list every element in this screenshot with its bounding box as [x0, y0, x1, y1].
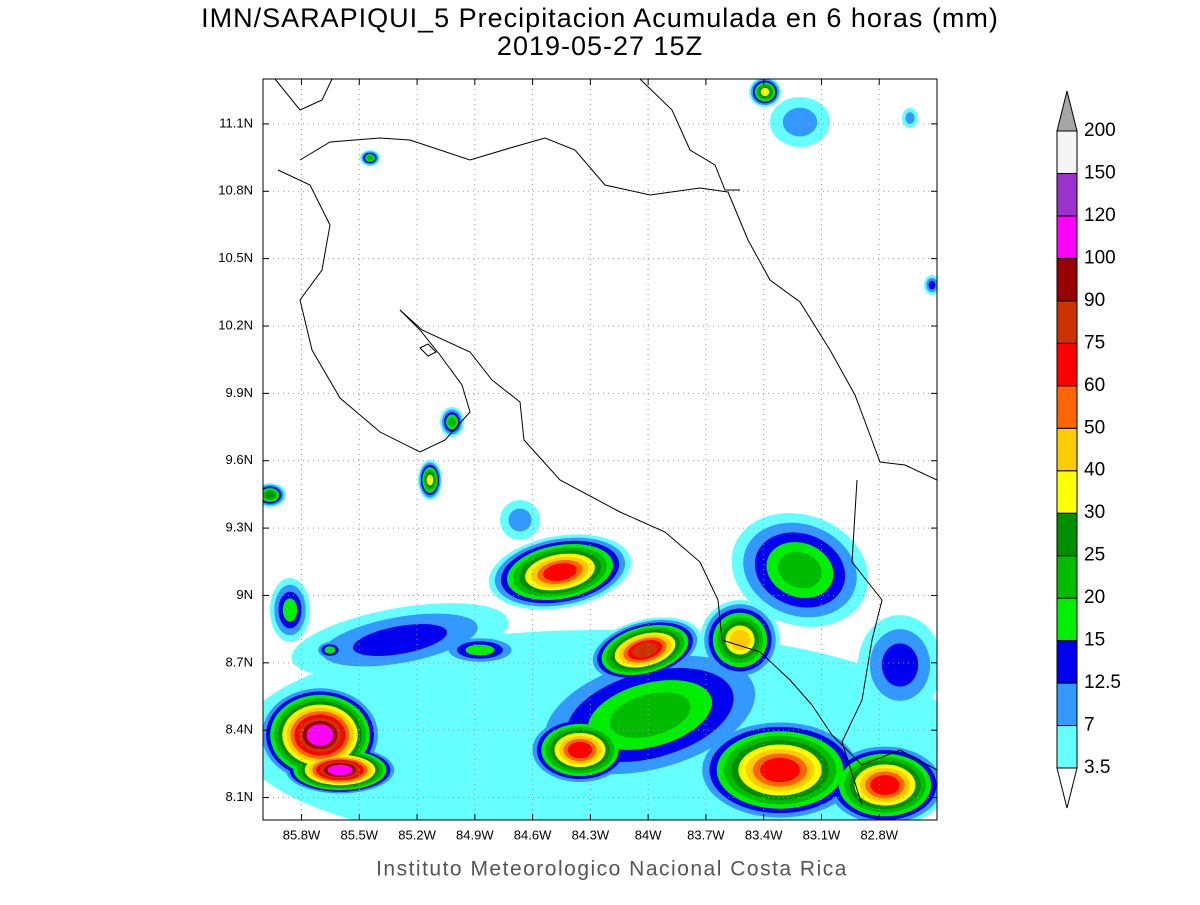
colorbar-box — [1056, 682, 1078, 727]
y-tick-label: 10.2N — [218, 317, 253, 332]
precip-contour — [327, 764, 353, 776]
x-tick-label: 84W — [635, 827, 662, 842]
colorbar-label: 150 — [1084, 162, 1116, 183]
colorbar-box — [1056, 385, 1078, 429]
precip-contour — [870, 775, 900, 795]
precip-contour — [760, 87, 770, 97]
precip-contour — [465, 644, 495, 656]
colorbar-box — [1056, 427, 1078, 472]
precip-contour — [306, 724, 334, 746]
colorbar-box — [1056, 342, 1078, 387]
x-tick-label: 85.5W — [340, 827, 378, 842]
colorbar-label: 25 — [1084, 545, 1105, 566]
border — [299, 137, 729, 196]
colorbar-label: 3.5 — [1084, 757, 1110, 778]
coastline — [277, 169, 471, 453]
precip-contour — [426, 474, 434, 486]
precip-contour — [508, 508, 532, 532]
x-tick-label: 85.2W — [398, 827, 436, 842]
y-tick-label: 10.5N — [218, 250, 253, 265]
colorbar-label: 12.5 — [1084, 672, 1121, 693]
colorbar-box — [1056, 512, 1078, 557]
precip-contour — [543, 563, 577, 581]
border — [841, 479, 883, 806]
colorbar-label: 200 — [1084, 120, 1116, 141]
precip-contour — [324, 646, 336, 654]
y-tick-label: 9.3N — [226, 520, 253, 535]
colorbar-label: 100 — [1084, 247, 1116, 268]
y-tick-label: 9N — [236, 587, 253, 602]
precip-contour — [282, 598, 298, 622]
precip-contour — [265, 491, 275, 499]
y-tick-label: 10.8N — [218, 183, 253, 198]
colorbar-label: 40 — [1084, 460, 1105, 481]
colorbar-box — [1056, 555, 1078, 599]
precip-contour — [448, 417, 456, 427]
colorbar-label: 20 — [1084, 587, 1105, 608]
precip-contour — [352, 624, 448, 656]
precip-contour — [632, 642, 658, 658]
map-title: IMN/SARAPIQUI_5 Precipitacion Acumulada … — [201, 3, 999, 33]
colorbar-box — [1056, 597, 1078, 642]
y-tick-label: 8.1N — [226, 789, 253, 804]
x-tick-label: 84.9W — [456, 827, 494, 842]
precip-contour — [760, 757, 800, 783]
colorbar-label: 15 — [1084, 630, 1105, 651]
colorbar-box — [1056, 300, 1078, 344]
x-tick-label: 83.7W — [687, 827, 725, 842]
coastline — [727, 191, 937, 481]
grid: 85.8W 85.5W 85.2W 84.9W 84.6W 84.3W 84W 83.7W 83… — [218, 79, 937, 842]
precip-contour — [778, 551, 822, 589]
x-tick-label: 85.8W — [283, 827, 321, 842]
colorbar-label: 50 — [1084, 417, 1105, 438]
colorbar-label: 7 — [1084, 715, 1095, 736]
x-tick-label: 83.1W — [803, 827, 841, 842]
footer: Instituto Meteorologico Nacional Costa R… — [376, 858, 848, 881]
precip-contour — [905, 112, 915, 124]
coastline — [399, 309, 937, 771]
precip-contour — [729, 629, 751, 651]
y-tick-label: 11.1N — [219, 115, 253, 130]
x-tick-label: 82.8W — [860, 827, 898, 842]
y-tick-label: 8.7N — [226, 654, 253, 669]
coastline — [639, 79, 740, 191]
colorbar-label: 120 — [1084, 205, 1116, 226]
colorbar-box — [1056, 130, 1078, 174]
coastlines — [274, 79, 937, 806]
y-tick-label: 8.4N — [226, 722, 253, 737]
colorbar-label: 60 — [1084, 375, 1105, 396]
colorbar-label: 30 — [1084, 502, 1105, 523]
x-tick-label: 84.3W — [572, 827, 610, 842]
precip-contour — [881, 643, 919, 687]
precip-contour — [609, 692, 691, 738]
island — [419, 343, 437, 357]
colorbar-label: 75 — [1084, 332, 1105, 353]
colorbar-box — [1056, 640, 1078, 684]
precip-contour — [782, 107, 818, 137]
y-tick-label: 9.6N — [226, 452, 253, 467]
map-subtitle: 2019-05-27 15Z — [497, 31, 703, 61]
precip-field — [263, 79, 937, 820]
colorbar: 3.5 7 12.5 15 20 25 30 40 50 60 75 90 100 120 150 200 — [1056, 90, 1121, 809]
precip-contour — [567, 741, 593, 759]
coastline — [274, 79, 333, 111]
precip-contour — [366, 155, 374, 161]
colorbar-box — [1056, 215, 1078, 259]
map-frame — [262, 78, 938, 821]
colorbar-box — [1056, 172, 1078, 217]
colorbar-box — [1056, 725, 1078, 769]
y-tick-label: 9.9N — [226, 385, 253, 400]
colorbar-box — [1056, 257, 1078, 302]
colorbar-label: 90 — [1084, 290, 1105, 311]
colorbar-box — [1056, 470, 1078, 514]
x-tick-label: 83.4W — [745, 827, 783, 842]
precip-contour — [928, 280, 936, 290]
x-tick-label: 84.6W — [514, 827, 552, 842]
